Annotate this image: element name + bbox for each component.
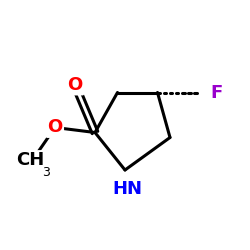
- Text: F: F: [210, 84, 222, 102]
- Text: O: O: [68, 76, 82, 94]
- Text: CH: CH: [16, 151, 44, 169]
- Text: HN: HN: [112, 180, 142, 198]
- Text: O: O: [48, 118, 62, 136]
- Text: 3: 3: [42, 166, 50, 179]
